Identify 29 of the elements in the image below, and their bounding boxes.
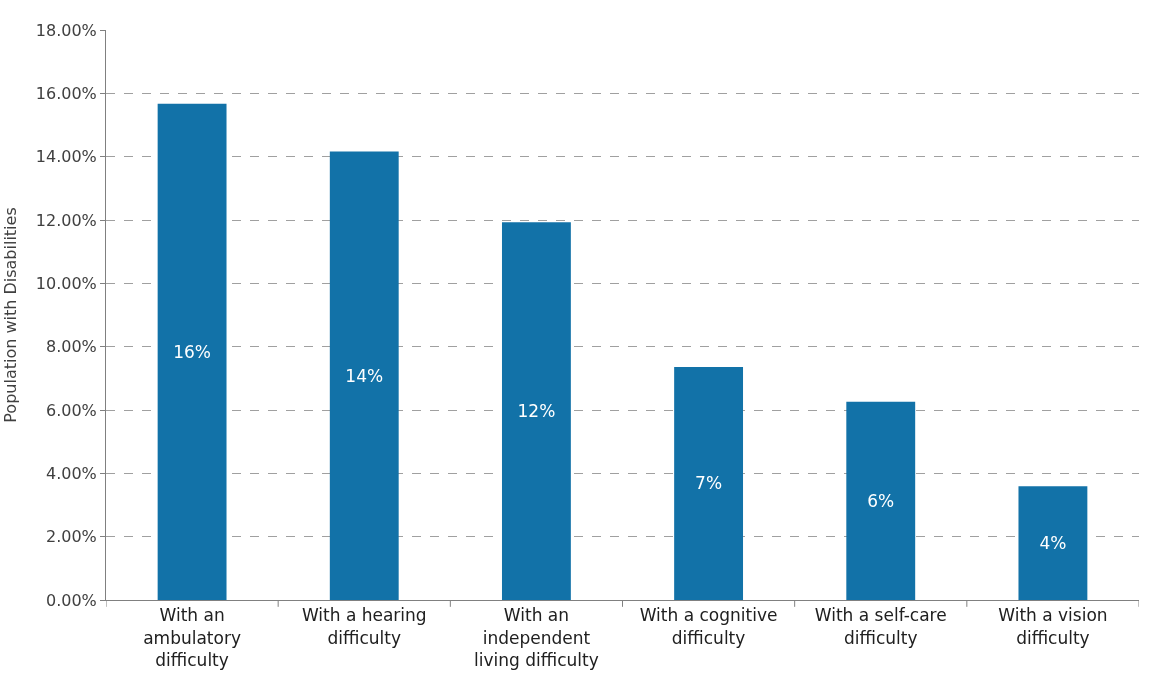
y-tick-label: 14.00% xyxy=(35,147,97,167)
y-tick-label: 12.00% xyxy=(35,210,97,230)
x-tick-label: With a vision difficulty xyxy=(998,605,1108,648)
bar xyxy=(1018,486,1088,600)
bar xyxy=(157,103,227,600)
x-tick-label: With an ambulatory difficulty xyxy=(143,605,241,670)
data-label: 12% xyxy=(517,401,556,422)
data-label: 6% xyxy=(867,490,895,511)
y-tick-label: 10.00% xyxy=(35,273,97,293)
y-tick-label: 2.00% xyxy=(45,527,97,547)
bar xyxy=(674,366,744,600)
x-tick-label: With a hearing difficulty xyxy=(301,605,427,648)
y-tick-label: 0.00% xyxy=(45,590,97,610)
x-tick-label: With a self-care difficulty xyxy=(814,605,947,648)
y-axis-title: Population with Disabilities xyxy=(0,207,20,423)
data-label: 14% xyxy=(345,365,384,386)
y-tick-label: 6.00% xyxy=(45,400,97,420)
x-tick-label: With an independent living difficulty xyxy=(474,605,599,670)
x-tick-label: With a cognitive difficulty xyxy=(639,605,778,648)
y-tick-label: 4.00% xyxy=(45,463,97,483)
data-label: 7% xyxy=(695,473,723,494)
bar xyxy=(846,401,916,600)
y-tick-label: 8.00% xyxy=(45,337,97,357)
data-label: 16% xyxy=(173,341,211,362)
bar xyxy=(329,151,399,600)
y-tick-label: 16.00% xyxy=(35,83,97,103)
data-label: 4% xyxy=(1039,533,1067,554)
y-tick-label: 18.00% xyxy=(35,20,97,40)
bar xyxy=(501,222,571,600)
